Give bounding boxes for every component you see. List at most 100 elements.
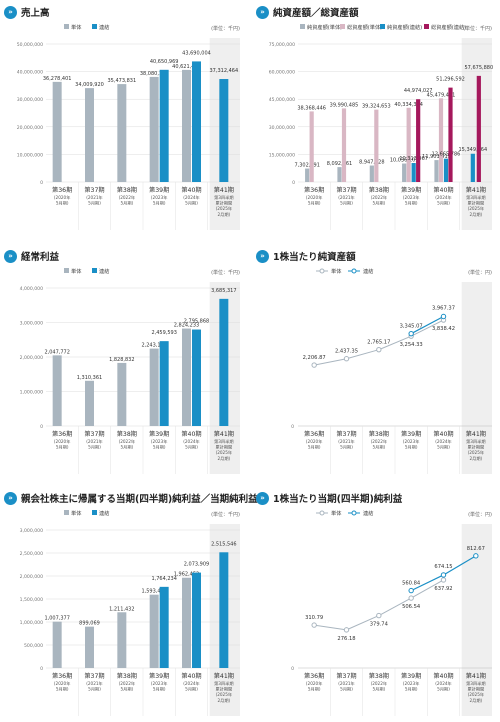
bps-chart: (単位：円)単体 連結0第36期(2020年5月期)第37期(2021年5月期)第… [291,267,492,474]
unit-label: (単位：千円) [463,25,492,32]
shaded-period-column [461,282,492,474]
bar-0 [52,621,62,668]
x-tick-term: 第39期 [149,186,169,194]
x-tick-sublabel: 5月期) [185,687,198,693]
x-tick-sublabel: (2022年 [119,194,135,201]
x-tick-sublabel: (2022年 [119,680,135,687]
legend-swatch-marker [351,510,357,516]
legend-label: 単体 [331,509,342,517]
y-tick-label: 20,000,000 [17,125,43,131]
x-tick-sublabel: 第3四半期 [214,194,233,201]
x-tick-term: 第37期 [84,430,104,438]
bar-1 [159,341,169,426]
legend-label: 単体 [331,267,342,275]
legend-label: 単体 [71,23,82,31]
data-label: 637.92 [434,586,452,592]
x-tick-sublabel: 5月期) [88,201,101,207]
x-tick-sublabel: (2021年 [86,438,102,445]
legend-swatch [300,24,305,29]
x-tick-sublabel: 5月期) [120,201,133,207]
bar-0 [305,168,310,182]
chart-title: 1株当たり当期(四半期)純利益 [273,494,403,505]
x-tick-sublabel: 第3四半期 [466,194,485,201]
data-label: 35,473,831 [108,78,137,84]
series-line-0 [378,335,412,351]
x-tick-sublabel: 2月期) [217,456,230,462]
x-tick-sublabel: (2024年 [435,194,451,201]
legend-label: 単体 [71,509,82,517]
x-tick-term: 第38期 [117,430,137,438]
series-line-0 [314,624,347,631]
x-tick-sublabel: 2月期) [217,698,230,704]
x-tick-sublabel: (2021年 [86,194,102,201]
y-tick-label: 0 [292,180,295,186]
y-tick-label: 1,000,000 [20,390,43,396]
bar-0 [182,328,191,426]
legend-label: 単体 [71,267,82,275]
legend-swatch [92,24,97,29]
data-point-0 [440,577,447,583]
unit-label: (単位：千円) [211,25,240,32]
bar-0 [402,163,407,182]
x-tick-sublabel: (2025年 [216,449,232,456]
chart-title: 1株当たり純資産額 [273,252,356,263]
x-tick-sublabel: (2020年 [306,680,322,687]
data-label: 1,764,234 [151,576,176,582]
x-tick-sublabel: (2022年 [371,194,387,201]
x-tick-sublabel: 5月期) [372,687,385,693]
x-tick-sublabel: 累計期間 [467,686,484,693]
bar-1 [219,552,229,668]
x-tick-sublabel: 累計期間 [215,200,232,207]
chevron-right-icon: » [256,5,269,19]
x-tick-term: 第41期 [214,672,234,680]
x-tick-term: 第38期 [369,672,389,680]
x-tick-sublabel: (2023年 [151,438,167,445]
chart-panel-ordinary-income: » 経常利益 (単位：千円) 単体 連結 0 1,000,000 2,000,000 3,0… [4,248,244,478]
x-tick-sublabel: 第3四半期 [466,680,485,687]
series-line-0 [346,349,379,360]
y-tick-label: 15,000,000 [269,152,295,158]
legend-label: 連結 [363,267,373,275]
x-tick-term: 第37期 [84,186,104,194]
bar-0 [52,81,62,182]
data-label: 10,313,967 [399,156,428,162]
legend-label: 連結 [363,509,373,517]
x-tick-sublabel: 累計期間 [467,200,484,207]
panel-header: » 1株当たり純資産額 [256,248,356,264]
data-label: 2,824,233 [174,323,199,329]
data-label: 12,665,786 [432,152,461,158]
data-label: 3,838.42 [432,326,455,332]
data-label: 2,459,593 [151,330,176,336]
x-tick-term: 第36期 [304,186,324,194]
y-tick-label: 30,000,000 [269,125,295,131]
chart-title: 売上高 [21,8,50,19]
y-tick-label: 0 [291,424,294,430]
x-tick-term: 第38期 [117,186,137,194]
x-tick-sublabel: (2020年 [306,194,322,201]
y-tick-label: 500,000 [24,643,43,649]
data-label: 39,990,485 [330,102,359,108]
x-tick-sublabel: (2020年 [54,194,70,201]
data-label: 11,901,919 [422,154,451,160]
data-label: 8,092,961 [327,161,352,167]
y-tick-label: 1,000,000 [20,620,43,626]
x-tick-term: 第39期 [149,430,169,438]
panel-header: » 1株当たり当期(四半期)純利益 [256,490,402,506]
y-tick-label: 30,000,000 [17,97,43,103]
x-tick-sublabel: 5月期) [437,201,450,207]
bar-1 [192,572,201,668]
data-label: 39,324,653 [362,104,391,110]
data-label: 10,036,101 [390,158,419,164]
data-label: 674.15 [434,564,452,570]
chevron-right-icon: » [256,491,269,505]
data-point-0 [376,346,382,353]
legend-swatch [92,510,97,515]
x-tick-sublabel: 5月期) [88,445,101,451]
chart-title: 経常利益 [21,252,60,263]
x-tick-term: 第40期 [181,672,201,680]
data-label: 34,009,920 [75,82,104,88]
bar-1 [341,108,347,182]
data-label: 38,080,136 [140,71,169,77]
chart-title: 純資産額／総資産額 [273,8,359,19]
data-label: 3,967.37 [432,306,455,312]
